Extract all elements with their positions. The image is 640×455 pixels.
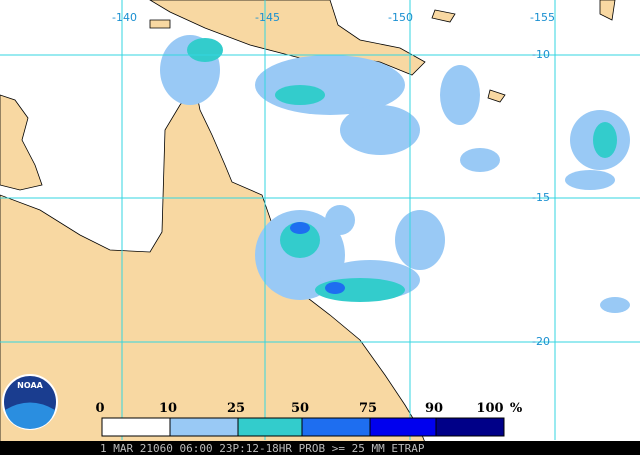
legend-unit: % bbox=[510, 401, 523, 416]
graticule bbox=[0, 0, 640, 440]
legend-label: 100 bbox=[476, 401, 503, 416]
logo-text: NOAA bbox=[17, 381, 43, 390]
longitude-label: -155 bbox=[530, 11, 555, 24]
latitude-label: -20 bbox=[532, 335, 550, 348]
legend-label: 50 bbox=[291, 401, 309, 416]
footer-bar bbox=[0, 441, 640, 455]
longitude-label: -150 bbox=[388, 11, 413, 24]
legend-label: 0 bbox=[95, 401, 104, 416]
logo: NOAA bbox=[2, 374, 58, 430]
footer-text: 1 MAR 21060 06:00 23P:12-18HR PROB >= 25… bbox=[100, 442, 425, 455]
longitude-label: -140 bbox=[112, 11, 137, 24]
longitude-label: -145 bbox=[255, 11, 280, 24]
latitude-label: -15 bbox=[532, 191, 550, 204]
legend-label: 10 bbox=[159, 401, 177, 416]
legend-label: 75 bbox=[359, 401, 377, 416]
land bbox=[0, 0, 616, 455]
legend-label: 25 bbox=[227, 401, 245, 416]
latitude-label: -10 bbox=[532, 48, 550, 61]
legend-label: 90 bbox=[425, 401, 443, 416]
legend bbox=[101, 417, 505, 437]
precipitation bbox=[160, 35, 630, 313]
